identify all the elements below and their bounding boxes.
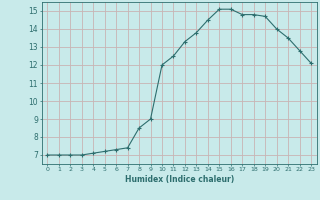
X-axis label: Humidex (Indice chaleur): Humidex (Indice chaleur) bbox=[124, 175, 234, 184]
